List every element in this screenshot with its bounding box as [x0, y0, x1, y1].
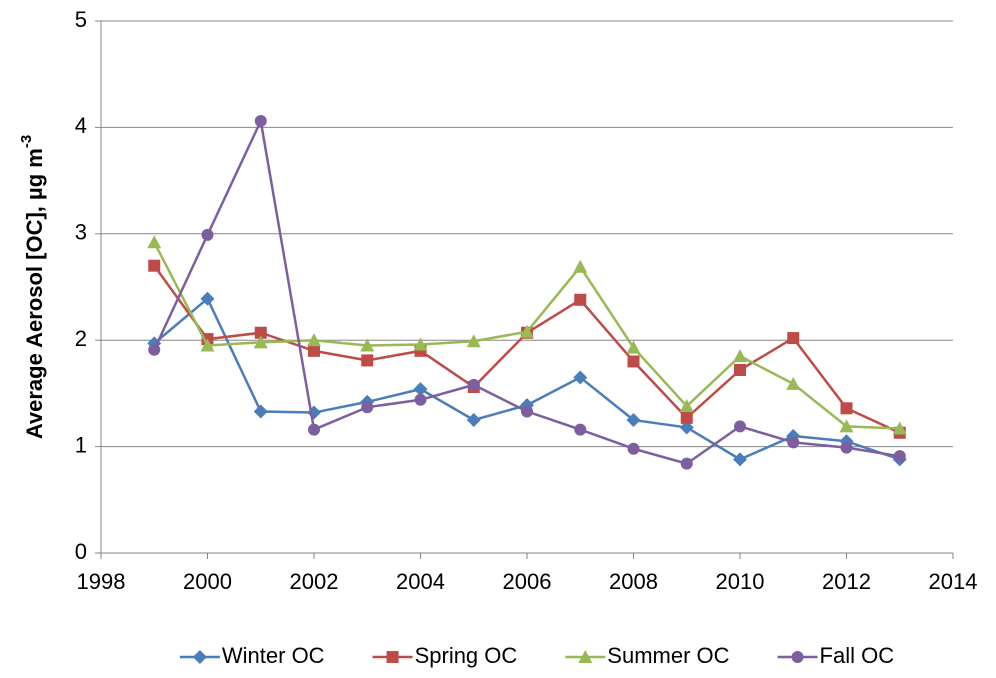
marker [414, 393, 427, 406]
marker [413, 382, 428, 397]
marker [840, 441, 853, 454]
y-tick-label: 1 [75, 432, 87, 457]
marker [521, 405, 533, 418]
marker [148, 259, 161, 272]
marker [574, 423, 587, 436]
legend-item: Winter OC [179, 643, 325, 668]
y-tick-label: 0 [75, 539, 87, 564]
x-tick-label: 2000 [183, 569, 232, 594]
marker [466, 413, 481, 427]
y-tick-label: 4 [75, 113, 87, 138]
x-tick-label: 2004 [396, 569, 445, 594]
x-tick-label: 2006 [503, 569, 552, 594]
marker [201, 228, 214, 241]
marker [573, 259, 588, 273]
marker [360, 338, 375, 352]
marker [734, 363, 746, 376]
marker [386, 651, 399, 663]
legend-item: Spring OC [372, 643, 518, 668]
legend-label: Winter OC [222, 643, 325, 668]
x-tick-label: 2008 [609, 569, 658, 594]
marker [839, 419, 854, 433]
marker [893, 450, 906, 463]
legend: Winter OC Spring OC Summer OC Fall OC [179, 643, 895, 668]
legend-item: Fall OC [777, 643, 895, 668]
marker [680, 411, 693, 424]
marker [254, 115, 267, 128]
x-tick-label: 2014 [929, 569, 978, 594]
marker [192, 650, 207, 664]
marker [680, 457, 693, 470]
marker [733, 452, 747, 467]
marker [840, 402, 853, 415]
marker [200, 338, 215, 352]
legend-label: Spring OC [415, 643, 518, 668]
marker [467, 378, 480, 391]
marker [786, 376, 801, 390]
y-tick-label: 5 [75, 7, 87, 32]
marker [307, 333, 321, 347]
marker [791, 651, 804, 663]
legend-label: Fall OC [820, 643, 895, 668]
marker [578, 650, 593, 663]
marker [734, 420, 746, 433]
marker [200, 291, 215, 306]
marker [627, 442, 640, 455]
x-tick-label: 2012 [822, 569, 871, 594]
marker [787, 332, 800, 345]
marker [466, 334, 481, 348]
marker [679, 420, 694, 435]
marker [253, 404, 268, 419]
x-tick-label: 1998 [77, 569, 126, 594]
marker [308, 423, 320, 436]
legend-label: Summer OC [607, 643, 729, 668]
marker [627, 355, 640, 368]
y-axis-label: Average Aerosol [OC], µg m-3 [18, 135, 47, 439]
marker [253, 335, 268, 349]
marker [626, 340, 641, 354]
marker [361, 354, 374, 367]
legend-item: Summer OC [565, 643, 730, 668]
y-tick-label: 2 [75, 326, 87, 351]
y-axis-label-text: Average Aerosol [OC], µg m [22, 148, 47, 439]
y-tick-label: 3 [75, 220, 87, 245]
y-axis-label-superscript: -3 [18, 135, 35, 148]
marker [147, 235, 162, 249]
x-tick-label: 2002 [290, 569, 339, 594]
marker [733, 349, 747, 363]
x-tick-label: 2010 [716, 569, 765, 594]
marker [361, 401, 374, 414]
marker [679, 399, 694, 413]
marker [254, 326, 267, 339]
marker [520, 324, 534, 338]
marker [148, 343, 161, 356]
marker [308, 344, 320, 357]
marker [626, 413, 641, 427]
marker [573, 370, 588, 385]
marker [574, 293, 587, 306]
marker [892, 421, 907, 435]
marker [413, 337, 428, 351]
marker [787, 436, 800, 449]
